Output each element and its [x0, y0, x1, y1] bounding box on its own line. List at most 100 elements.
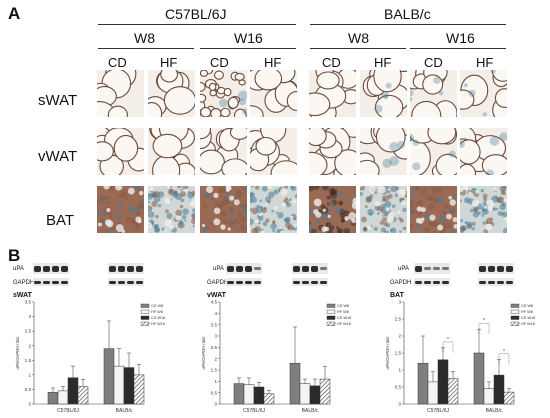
- x-tick-label: BALB/c: [486, 408, 503, 414]
- blot-band: [488, 280, 495, 284]
- blot-band: [415, 280, 422, 284]
- micrograph-image: [250, 186, 297, 233]
- micrograph-bat-hf-4: [250, 186, 297, 233]
- blot-band: [506, 280, 513, 284]
- blot-strip-upa: [292, 263, 328, 274]
- blot-band: [479, 265, 486, 272]
- blot-band: [302, 265, 309, 272]
- blot-band: [497, 265, 504, 272]
- micrograph-swat-hf-8: [460, 70, 507, 117]
- blot-strip-gapdh: [108, 278, 144, 286]
- blot-band: [109, 265, 116, 272]
- diet-label-5: CD: [322, 55, 341, 70]
- y-tick-label: 0: [398, 402, 401, 407]
- diet-label-3: CD: [210, 55, 229, 70]
- blot-band: [320, 280, 327, 284]
- significance-star: *: [503, 349, 505, 355]
- y-tick-label: 2.5: [395, 317, 402, 322]
- blot-band: [442, 267, 449, 270]
- micrograph-bat-cd-7: [410, 186, 457, 233]
- panel-b-label: B: [8, 246, 21, 265]
- y-tick-label: 0: [28, 402, 31, 407]
- legend-swatch: [510, 321, 520, 326]
- micrograph-image: [460, 186, 507, 233]
- y-tick-label: 0: [214, 402, 217, 407]
- micrograph-image: [200, 70, 247, 117]
- micrograph-image: [200, 128, 247, 175]
- blot-band: [293, 280, 300, 284]
- bar-hf-w16: [319, 378, 331, 405]
- blot-band: [61, 265, 68, 272]
- bar-cd-w8: [289, 362, 301, 405]
- significance-bracket: [442, 341, 454, 352]
- bar-hf-w8: [299, 383, 311, 405]
- strain-rule-c57: [98, 24, 296, 25]
- blot-strip-gapdh: [292, 278, 328, 286]
- blot-band: [34, 280, 41, 284]
- micrograph-image: [460, 70, 507, 117]
- y-tick-label: 3: [28, 314, 31, 319]
- diet-label-2: HF: [160, 55, 178, 70]
- blot-band: [136, 265, 143, 272]
- y-tick-label: 0.5: [211, 390, 218, 395]
- week-label-c57-w16: W16: [234, 30, 263, 46]
- micrograph-vwat-hf-4: [250, 128, 297, 175]
- chart-title-swat: sWAT: [13, 292, 32, 299]
- bar-hf-w8: [427, 381, 439, 405]
- y-tick-label: 0.5: [25, 387, 32, 392]
- micrograph-image: [360, 128, 407, 175]
- blot-strip-gapdh: [414, 278, 450, 286]
- legend-swatch: [510, 303, 520, 308]
- micrograph-image: [410, 186, 457, 233]
- x-tick-label: C57BL/6J: [427, 408, 449, 414]
- legend-entry: CD W8: [151, 304, 163, 308]
- y-tick-label: 1.5: [211, 368, 218, 373]
- blot-band: [497, 280, 504, 284]
- strain-rule-balbc: [310, 24, 506, 25]
- y-tick-label: 1: [214, 379, 217, 384]
- diet-label-4: HF: [264, 55, 282, 70]
- bar-cd-w8: [417, 362, 429, 405]
- blot-band: [424, 267, 431, 270]
- legend-entry: CD W8: [521, 304, 533, 308]
- blot-band: [109, 280, 116, 284]
- bar-hf-w8: [113, 365, 125, 405]
- micrograph-image: [360, 186, 407, 233]
- panel-a-label: A: [8, 4, 21, 23]
- blot-band: [227, 265, 234, 272]
- blot-band: [127, 280, 134, 284]
- legend-swatch: [140, 303, 150, 308]
- micrograph-swat-hf-6: [360, 70, 407, 117]
- bar-hf-w8: [57, 390, 69, 405]
- week-rule-c57-w16: [200, 48, 296, 49]
- x-tick-label: BALB/c: [116, 408, 133, 414]
- micrograph-image: [250, 128, 297, 175]
- x-tick-label: C57BL/6J: [243, 408, 265, 414]
- y-tick-label: 4.5: [211, 300, 218, 305]
- bar-hf-w16: [263, 393, 275, 405]
- bar-hf-w16: [77, 386, 89, 405]
- bar-cd-w8: [473, 352, 485, 405]
- diet-label-7: CD: [424, 55, 443, 70]
- micrograph-bat-cd-5: [309, 186, 356, 233]
- blot-label-upa: uPA: [398, 266, 409, 272]
- micrograph-image: [200, 186, 247, 233]
- bar-hf-w8: [483, 388, 495, 405]
- bar-cd-w8: [103, 348, 115, 405]
- legend-entry: HF W8: [337, 310, 349, 314]
- week-rule-balbc-w8: [310, 48, 406, 49]
- blot-strip-gapdh: [478, 278, 514, 286]
- micrograph-swat-hf-2: [148, 70, 195, 117]
- micrograph-vwat-cd-5: [309, 128, 356, 175]
- blot-band: [424, 280, 431, 284]
- y-tick-label: 1: [28, 372, 31, 377]
- blot-band: [43, 265, 50, 272]
- y-tick-label: 1: [398, 368, 401, 373]
- blot-band: [311, 265, 318, 272]
- significance-bracket: [498, 353, 510, 364]
- bar-chart-swat: 0 0.5 1 1.5 2 2.5 3 3.5 uPA/GAPDH ratio C57BL/6J B…: [15, 300, 165, 414]
- blot-band: [320, 267, 327, 270]
- blot-label-upa: uPA: [13, 266, 24, 272]
- y-tick-label: 2.5: [211, 345, 218, 350]
